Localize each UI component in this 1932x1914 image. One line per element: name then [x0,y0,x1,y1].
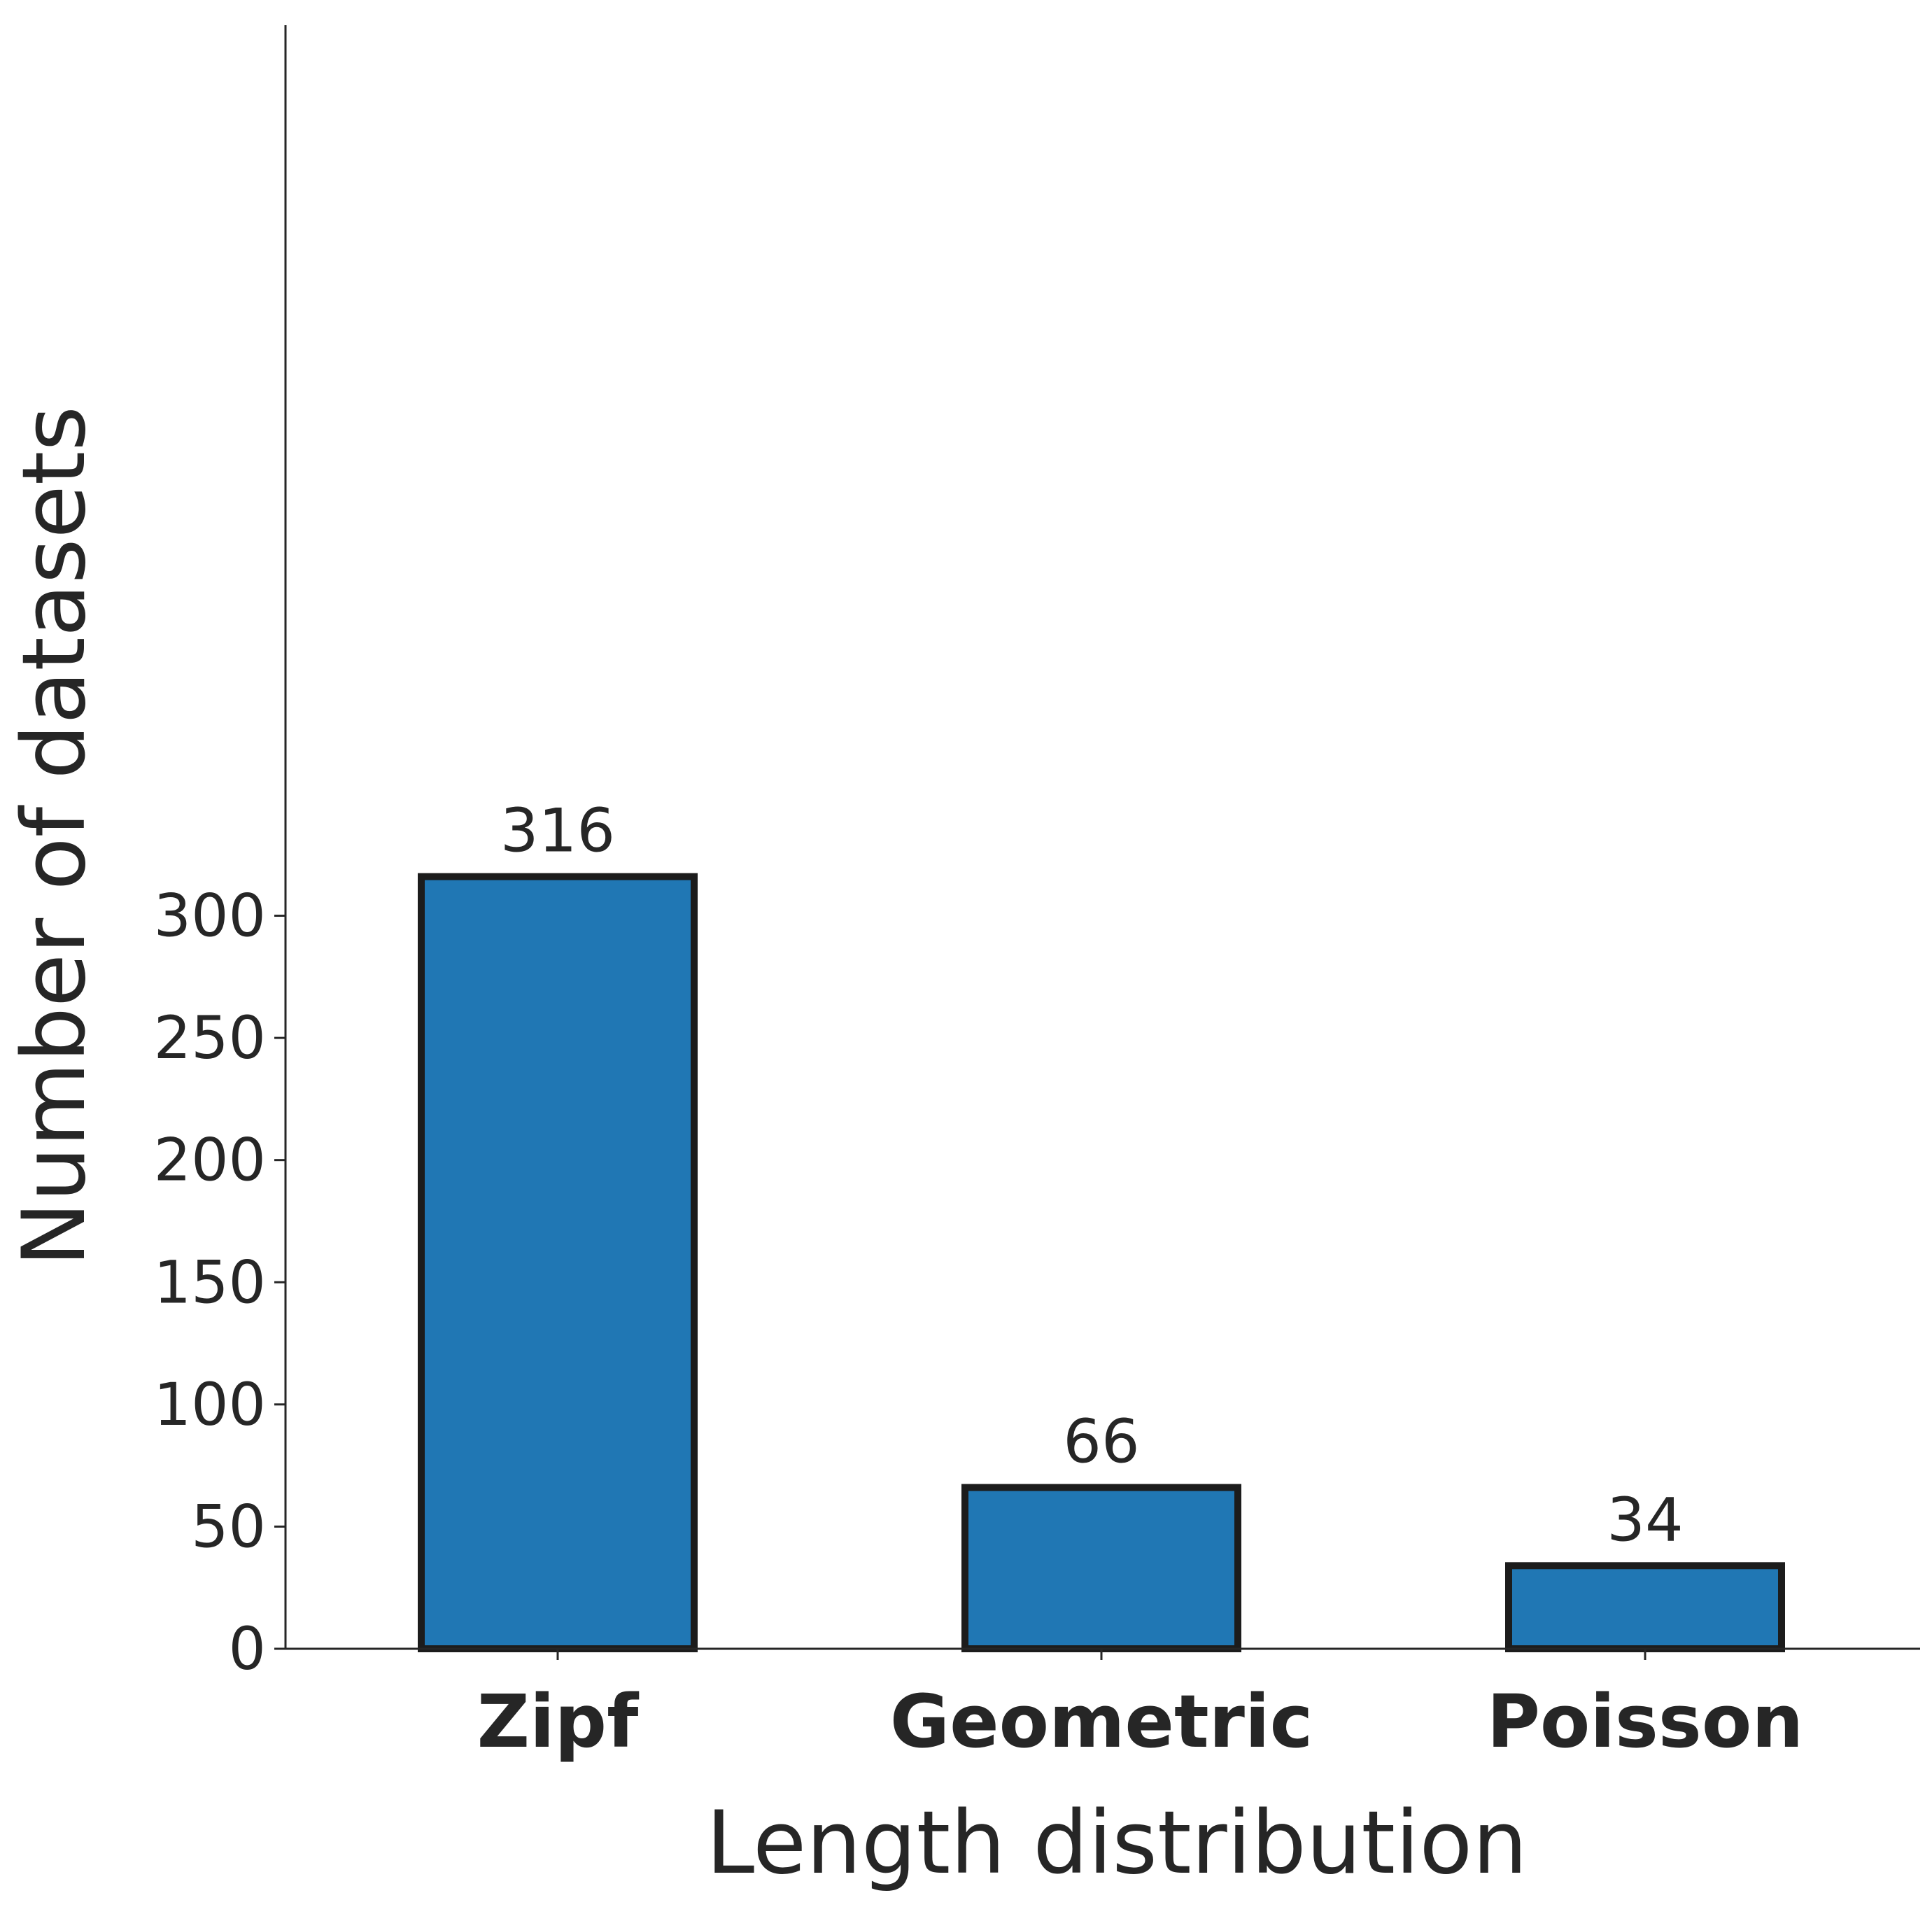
x-axis-ticks: Zipf Geometric Poisson [477,1649,1804,1764]
y-tick-label: 250 [154,1004,266,1072]
y-tick-label: 200 [154,1126,266,1195]
y-tick-label: 300 [154,882,266,950]
x-tick-label-geometric: Geometric [890,1679,1313,1764]
y-tick-label: 50 [191,1492,266,1561]
y-tick-label: 100 [154,1370,266,1439]
bar-value-labels: 316 66 34 [500,796,1684,1556]
y-axis-title: Number of datasets [4,406,105,1267]
bar-value-label: 34 [1607,1485,1683,1555]
y-tick-label: 0 [229,1614,266,1683]
bar-zipf [418,873,698,1652]
bars [418,873,1785,1653]
y-tick-label: 150 [154,1248,266,1316]
x-tick-label-zipf: Zipf [477,1679,640,1764]
x-axis-title: Length distribution [706,1793,1528,1894]
x-tick-label-poisson: Poisson [1487,1679,1804,1764]
y-axis-ticks: 0 50 100 150 200 250 300 [154,882,285,1683]
bar-value-label: 66 [1063,1407,1139,1477]
bar-poisson [1505,1562,1785,1653]
bar-geometric [961,1484,1241,1653]
bar-value-label: 316 [500,796,615,866]
